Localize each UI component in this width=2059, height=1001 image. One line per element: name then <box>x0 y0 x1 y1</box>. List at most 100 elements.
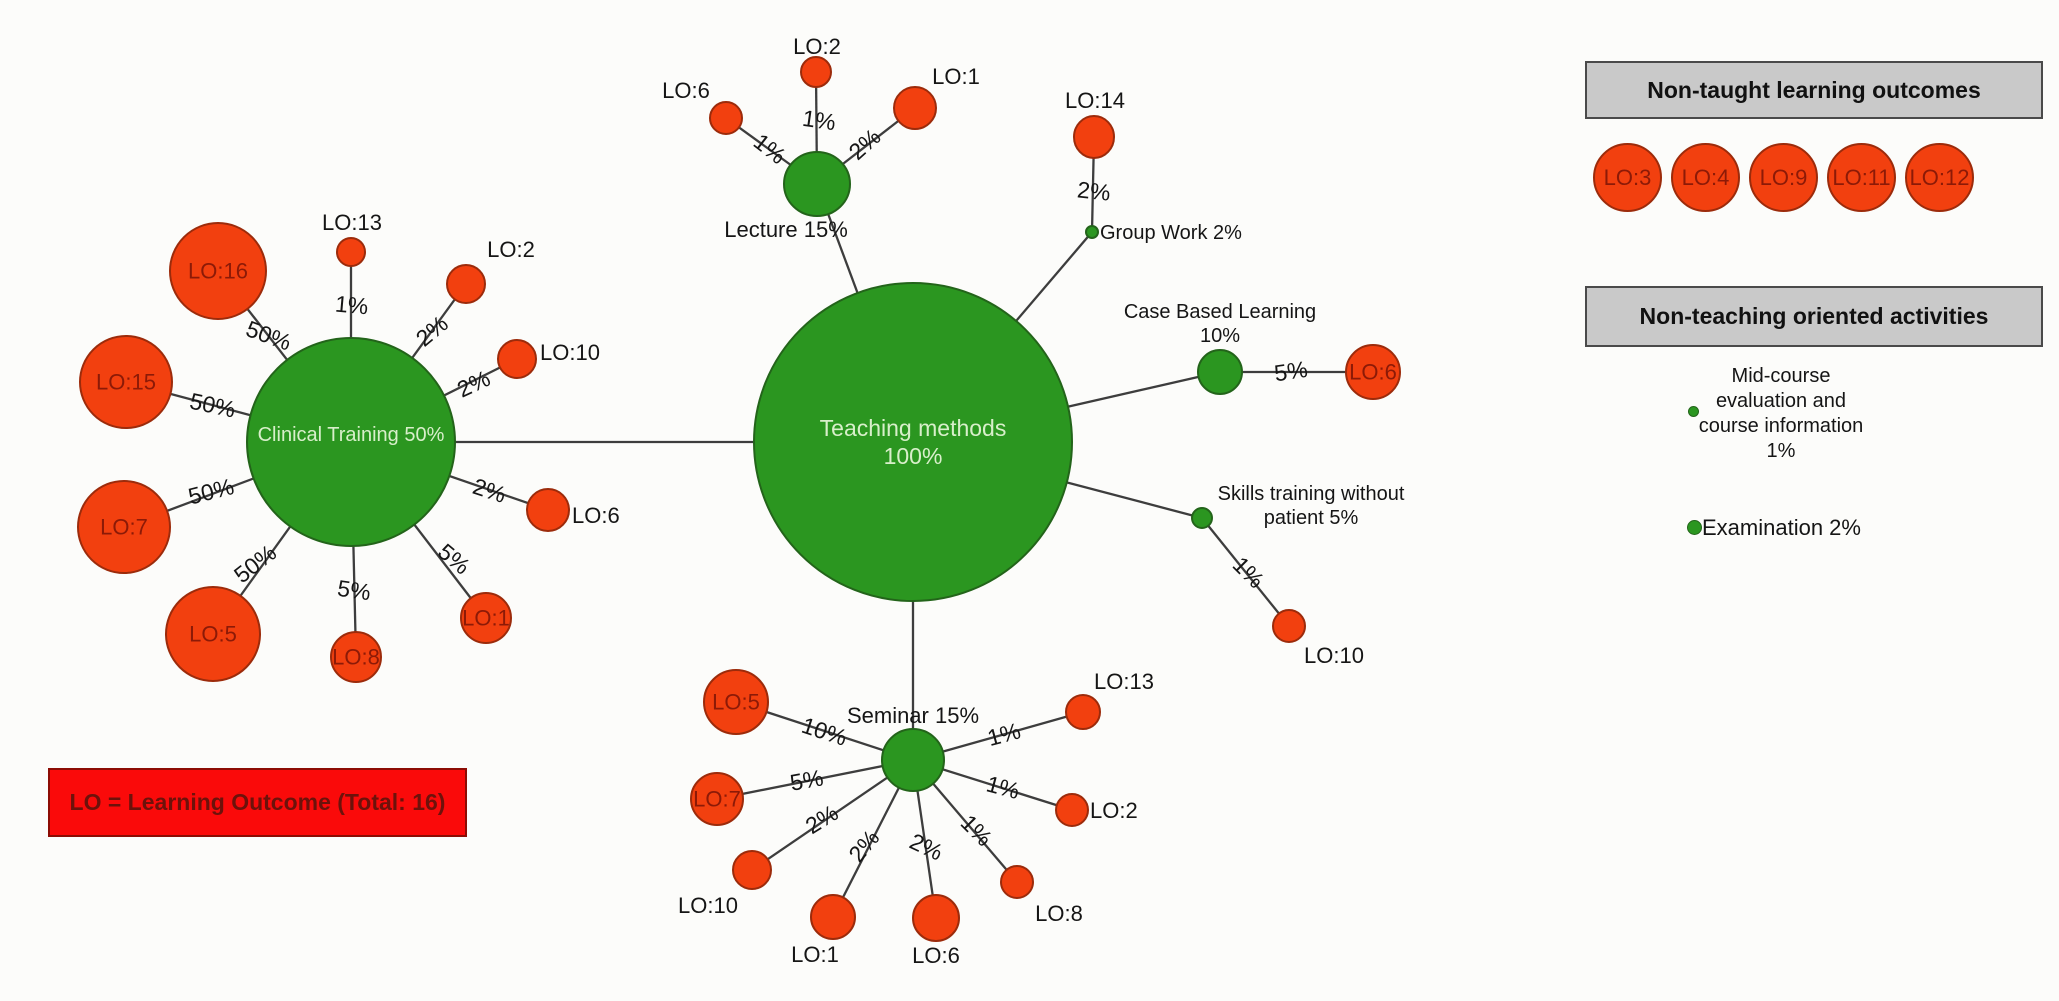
node-c-lo16 <box>169 222 267 320</box>
edge-label-lecture-l-lo6: 1% <box>749 128 791 169</box>
node-c-lo10 <box>497 339 537 379</box>
non-taught-lo-circle: LO:12 <box>1905 143 1974 212</box>
node-c-lo8 <box>330 631 382 683</box>
edge-label-casebased-cb-lo6: 5% <box>1273 356 1310 386</box>
panel-non-taught-header: Non-taught learning outcomes <box>1585 61 2043 119</box>
label-c-lo7: LO:7 <box>100 515 148 540</box>
label-casebased: Case Based Learning 10% <box>1124 301 1316 347</box>
non-taught-lo-circle: LO:4 <box>1671 143 1740 212</box>
edge-label-clinical-c-lo2: 2% <box>411 310 453 351</box>
node-seminar <box>881 728 945 792</box>
edge-label-seminar-se-lo6: 2% <box>906 828 947 866</box>
label-se-lo6: LO:6 <box>912 943 960 968</box>
edge-seminar-se-lo10 <box>751 759 914 871</box>
label-se-lo5: LO:5 <box>712 690 760 715</box>
node-se-lo8 <box>1000 865 1034 899</box>
node-s-lo10 <box>1272 609 1306 643</box>
label-c-lo6: LO:6 <box>572 503 620 528</box>
label-lecture: Lecture 15% <box>724 217 848 242</box>
node-g-lo14 <box>1073 115 1115 159</box>
node-lecture <box>783 151 851 217</box>
legend-box: LO = Learning Outcome (Total: 16) <box>48 768 467 837</box>
node-clinical <box>246 337 456 547</box>
label-se-lo7: LO:7 <box>693 787 741 812</box>
label-se-lo13: LO:13 <box>1094 669 1154 694</box>
label-clinical: Clinical Training 50% <box>258 424 445 446</box>
panel-non-teaching-header: Non-teaching oriented activities <box>1585 286 2043 347</box>
label-l-lo2: LO:2 <box>793 34 841 59</box>
non-taught-lo-circle: LO:3 <box>1593 143 1662 212</box>
label-groupwork: Group Work 2% <box>1100 222 1242 244</box>
node-c-lo5 <box>165 586 261 682</box>
edge-label-lecture-l-lo2: 1% <box>801 105 838 135</box>
edge-label-clinical-c-lo8: 5% <box>336 575 373 605</box>
edge-seminar-se-lo7 <box>716 758 914 801</box>
node-groupwork <box>1085 225 1099 239</box>
edge-label-clinical-c-lo16: 50% <box>243 315 295 355</box>
panel-non-taught-title: Non-taught learning outcomes <box>1647 76 1981 103</box>
examination-dot <box>1687 520 1702 535</box>
node-se-lo13 <box>1065 694 1101 730</box>
mid-course-dot <box>1688 406 1699 417</box>
node-casebased <box>1197 349 1243 395</box>
edge-label-seminar-se-lo13: 1% <box>985 717 1024 751</box>
label-c-lo13: LO:13 <box>322 210 382 235</box>
node-se-lo10 <box>732 850 772 890</box>
label-skills: Skills training without patient 5% <box>1218 483 1405 529</box>
label-c-lo15: LO:15 <box>96 370 156 395</box>
non-taught-lo-circle: LO:9 <box>1749 143 1818 212</box>
node-cb-lo6 <box>1345 344 1401 400</box>
edge-label-clinical-c-lo7: 50% <box>186 473 237 509</box>
node-c-lo15 <box>79 335 173 429</box>
node-se-lo7 <box>690 772 744 826</box>
node-c-lo7 <box>77 480 171 574</box>
label-l-lo1: LO:1 <box>932 64 980 89</box>
legend-label: LO = Learning Outcome (Total: 16) <box>69 789 446 815</box>
label-l-lo6: LO:6 <box>662 78 710 103</box>
node-c-lo13 <box>336 237 366 267</box>
edge-label-clinical-c-lo6: 2% <box>470 473 510 508</box>
label-se-lo2: LO:2 <box>1090 798 1138 823</box>
label-c-lo1: LO:1 <box>462 606 510 631</box>
edge-label-clinical-c-lo15: 50% <box>187 388 237 423</box>
node-teaching <box>753 282 1073 602</box>
panel-non-teaching-title: Non-teaching oriented activities <box>1639 303 1989 329</box>
label-teaching: Teaching methods 100% <box>820 415 1007 469</box>
non-taught-lo-circle: LO:11 <box>1827 143 1896 212</box>
node-se-lo1 <box>810 894 856 940</box>
label-c-lo8: LO:8 <box>332 645 380 670</box>
node-c-lo1 <box>460 592 512 644</box>
edge-skills-s-lo10 <box>1201 517 1290 627</box>
edge-label-seminar-se-lo5: 10% <box>799 712 851 751</box>
edge-label-clinical-c-lo13: 1% <box>334 291 369 320</box>
node-se-lo6 <box>912 894 960 942</box>
edge-label-seminar-se-lo2: 1% <box>984 770 1023 804</box>
edge-label-clinical-c-lo1: 5% <box>433 538 475 579</box>
mid-course-label: Mid-course evaluation and course informa… <box>1698 365 1864 462</box>
node-c-lo2 <box>446 264 486 304</box>
node-skills <box>1191 507 1213 529</box>
examination-label: Examination 2% <box>1702 515 1861 540</box>
label-se-lo10: LO:10 <box>678 893 738 918</box>
label-se-lo1: LO:1 <box>791 942 839 967</box>
node-se-lo5 <box>703 669 769 735</box>
node-c-lo6 <box>526 488 570 532</box>
label-c-lo2: LO:2 <box>487 237 535 262</box>
label-c-lo5: LO:5 <box>189 622 237 647</box>
label-s-lo10: LO:10 <box>1304 643 1364 668</box>
label-seminar: Seminar 15% <box>847 703 979 728</box>
edge-label-seminar-se-lo1: 2% <box>843 825 884 867</box>
node-l-lo6 <box>709 101 743 135</box>
edge-label-seminar-se-lo7: 5% <box>788 764 825 795</box>
label-se-lo8: LO:8 <box>1035 901 1083 926</box>
edge-label-seminar-se-lo8: 1% <box>956 809 998 851</box>
non-taught-outcomes-row: LO:3 LO:4 LO:9 LO:11 LO:12 <box>1593 143 1974 212</box>
edge-label-clinical-c-lo5: 50% <box>229 539 281 588</box>
label-c-lo10: LO:10 <box>540 340 600 365</box>
label-c-lo16: LO:16 <box>188 259 248 284</box>
label-cb-lo6: LO:6 <box>1349 360 1397 385</box>
edge-label-clinical-c-lo10: 2% <box>453 365 494 403</box>
node-se-lo2 <box>1055 793 1089 827</box>
node-l-lo2 <box>800 56 832 88</box>
